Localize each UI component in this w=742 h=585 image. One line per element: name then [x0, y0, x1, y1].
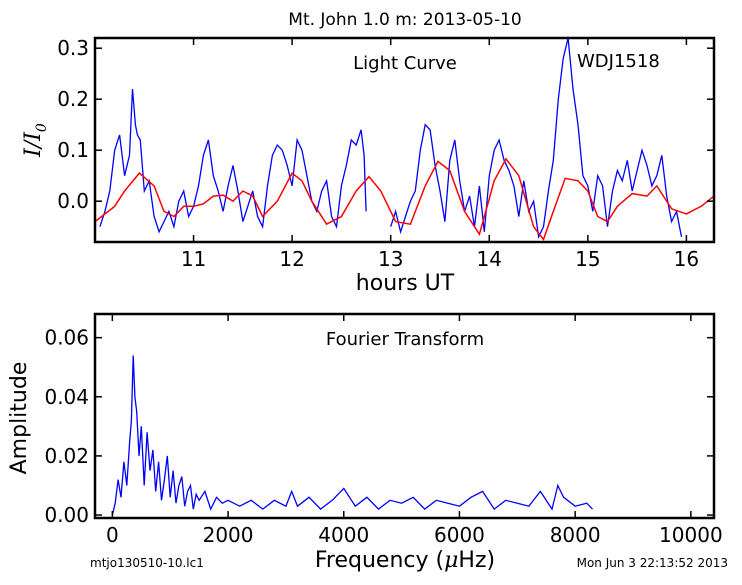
- fourier-x-label-mu: μ: [444, 548, 458, 573]
- fourier-x-label: Frequency (μHz): [315, 548, 495, 573]
- light-curve-y-tick-label: 0.0: [57, 189, 89, 213]
- light-curve-x-tick-label: 13: [378, 247, 403, 271]
- fourier-x-tick-label: 10000: [659, 523, 723, 547]
- fourier-y-tick-label: 0.02: [44, 444, 89, 468]
- fourier-y-ticks: 0.00 0.02 0.04 0.06: [44, 326, 714, 527]
- fourier-frame: [93, 312, 716, 520]
- fourier-annotation: Fourier Transform: [326, 329, 484, 350]
- fourier-x-label-prefix: Frequency (: [315, 548, 444, 573]
- fourier-panel: 0 2000 4000 6000 8000 10000 0.000.020.040.06 …: [7, 312, 723, 573]
- light-curve-panel: 11 12 13 14 15 16 0.0 0.1 0.2 0.3 Light Curve WD…: [21, 36, 716, 296]
- fourier-y-tick-label: 0.00: [44, 503, 89, 527]
- fourier-x-label-suffix: Hz): [458, 548, 495, 573]
- light-curve-x-tick-label: 11: [181, 247, 206, 271]
- light-curve-plot-area: [95, 38, 714, 241]
- footer-timestamp: Mon Jun 3 22:13:52 2013: [577, 556, 728, 570]
- fourier-x-ticks: 0 2000 4000 6000 8000 10000: [106, 314, 723, 547]
- light-curve-x-tick-label: 15: [575, 247, 600, 271]
- figure-title: Mt. John 1.0 m: 2013-05-10: [288, 10, 521, 30]
- light-curve-data-line-0: [99, 88, 367, 234]
- fourier-amplitude-line: [111, 355, 593, 516]
- light-curve-y-tick-label: 0.1: [57, 138, 89, 162]
- light-curve-frame: [93, 36, 716, 244]
- light-curve-x-tick-label: 12: [279, 247, 304, 271]
- fourier-y-tick-label: 0.06: [44, 326, 89, 350]
- fourier-x-tick-label: 6000: [434, 523, 485, 547]
- fourier-x-tick-label: 4000: [318, 523, 369, 547]
- light-curve-annotation: Light Curve: [353, 53, 457, 74]
- y-label-subscript: 0: [34, 123, 50, 132]
- fourier-y-label: Amplitude: [7, 362, 32, 475]
- y-label-main: I/I: [21, 131, 46, 158]
- light-curve-x-tick-label: 14: [477, 247, 502, 271]
- light-curve-x-label: hours UT: [356, 271, 455, 296]
- object-label: WDJ1518: [577, 51, 660, 72]
- light-curve-y-label: I/I0: [21, 123, 50, 158]
- light-curve-y-tick-label: 0.2: [57, 87, 89, 111]
- light-curve-x-tick-label: 16: [674, 247, 699, 271]
- fourier-x-tick-label: 8000: [550, 523, 601, 547]
- light-curve-y-ticks: 0.0 0.1 0.2 0.3: [57, 36, 714, 213]
- light-curve-data-line-1: [390, 38, 683, 240]
- light-curve-x-ticks: 11 12 13 14 15 16: [181, 38, 699, 271]
- light-curve-y-tick-label: 0.3: [57, 36, 89, 60]
- fourier-x-tick-label: 2000: [203, 523, 254, 547]
- footer-filename: mtjo130510-10.lc1: [90, 556, 204, 570]
- fourier-plot-area: [111, 355, 593, 516]
- light-curve-model-line: [95, 157, 714, 241]
- fourier-x-tick-label: 0: [106, 523, 119, 547]
- fourier-y-tick-label: 0.04: [44, 385, 89, 409]
